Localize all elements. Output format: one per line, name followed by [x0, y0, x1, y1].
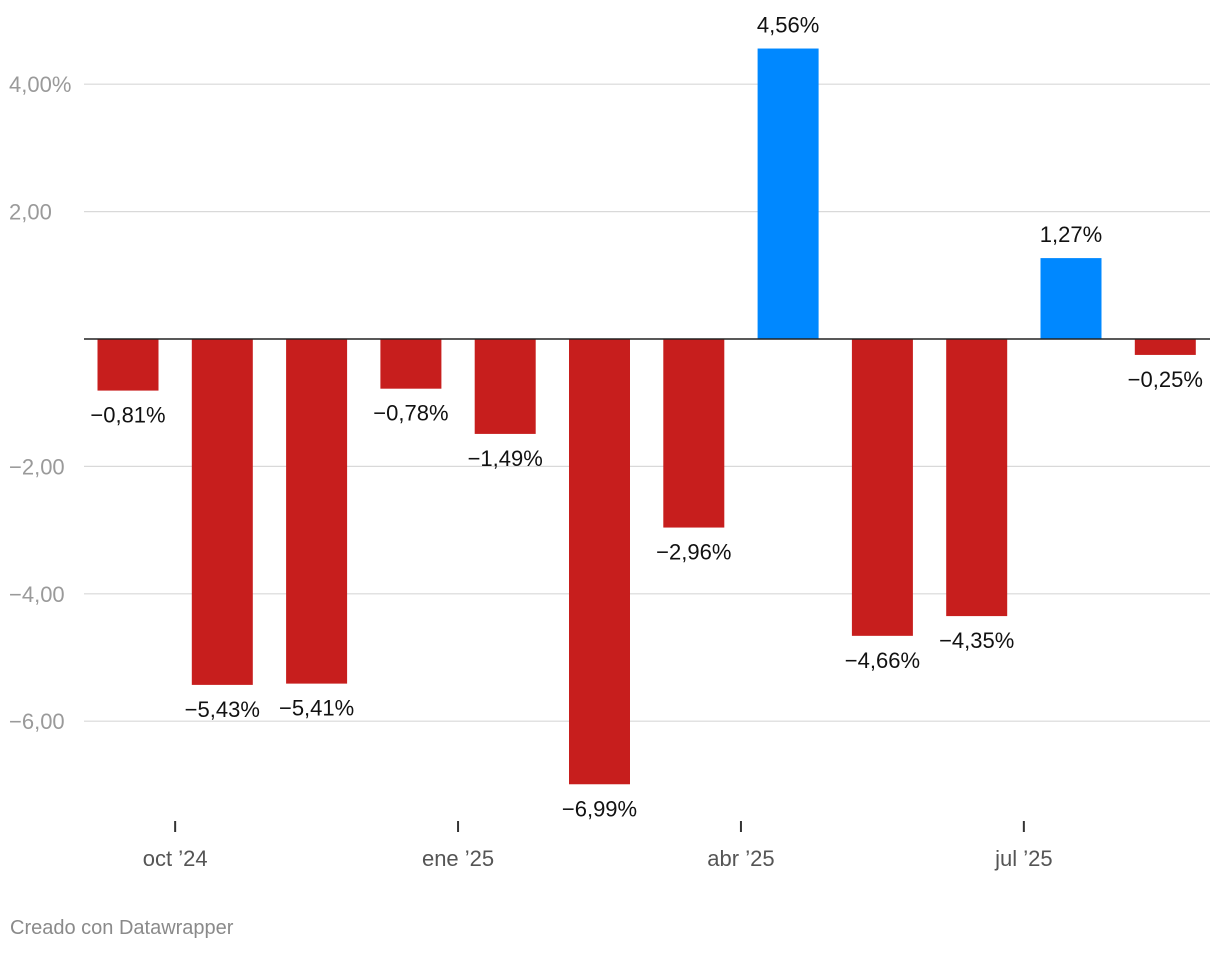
- bar[interactable]: [191, 339, 253, 685]
- bar[interactable]: [380, 339, 442, 389]
- bar-value-label: −2,96%: [656, 540, 731, 565]
- bar[interactable]: [1040, 258, 1102, 339]
- y-tick-label: −6,00: [9, 709, 65, 734]
- bar-value-label: −5,41%: [279, 696, 354, 721]
- bar-value-label: 1,27%: [1040, 222, 1102, 247]
- bar[interactable]: [97, 339, 159, 391]
- bar-value-label: 4,56%: [757, 13, 819, 38]
- bar-value-label: −1,49%: [468, 446, 543, 471]
- bar-value-label: −4,35%: [939, 628, 1014, 653]
- credit-footer[interactable]: Creado con Datawrapper: [10, 917, 234, 939]
- y-tick-label: 4,00%: [9, 72, 71, 97]
- bar[interactable]: [851, 339, 913, 636]
- x-tick-label: ene ’25: [422, 846, 494, 871]
- x-tick-label: abr ’25: [707, 846, 774, 871]
- bar[interactable]: [474, 339, 536, 434]
- x-tick-label: jul ’25: [994, 846, 1052, 871]
- bar-value-label: −0,81%: [90, 403, 165, 428]
- bar[interactable]: [946, 339, 1008, 617]
- bar[interactable]: [286, 339, 348, 684]
- bar-value-label: −0,78%: [373, 401, 448, 426]
- y-tick-label: 2,00: [9, 200, 52, 225]
- bars: [97, 48, 1196, 785]
- data-labels: −0,81% −5,43% −5,41% −0,78% −1,49% −6,99% −2,9…: [90, 13, 1203, 822]
- bar[interactable]: [757, 48, 819, 339]
- bar[interactable]: [569, 339, 630, 785]
- y-tick-label: −2,00: [9, 454, 65, 479]
- bar-value-label: −4,66%: [845, 648, 920, 673]
- bar[interactable]: [1134, 339, 1196, 355]
- gridlines: [84, 83, 1210, 722]
- x-axis: oct ’24 ene ’25 abr ’25 jul ’25: [143, 821, 1053, 871]
- bar[interactable]: [663, 339, 725, 528]
- y-axis: 4,00% 2,00 −2,00 −4,00 −6,00: [9, 72, 71, 734]
- y-tick-label: −4,00: [9, 582, 65, 607]
- bar-value-label: −0,25%: [1128, 367, 1203, 392]
- x-tick-label: oct ’24: [143, 846, 208, 871]
- bar-value-label: −5,43%: [185, 697, 260, 722]
- bar-value-label: −6,99%: [562, 796, 637, 821]
